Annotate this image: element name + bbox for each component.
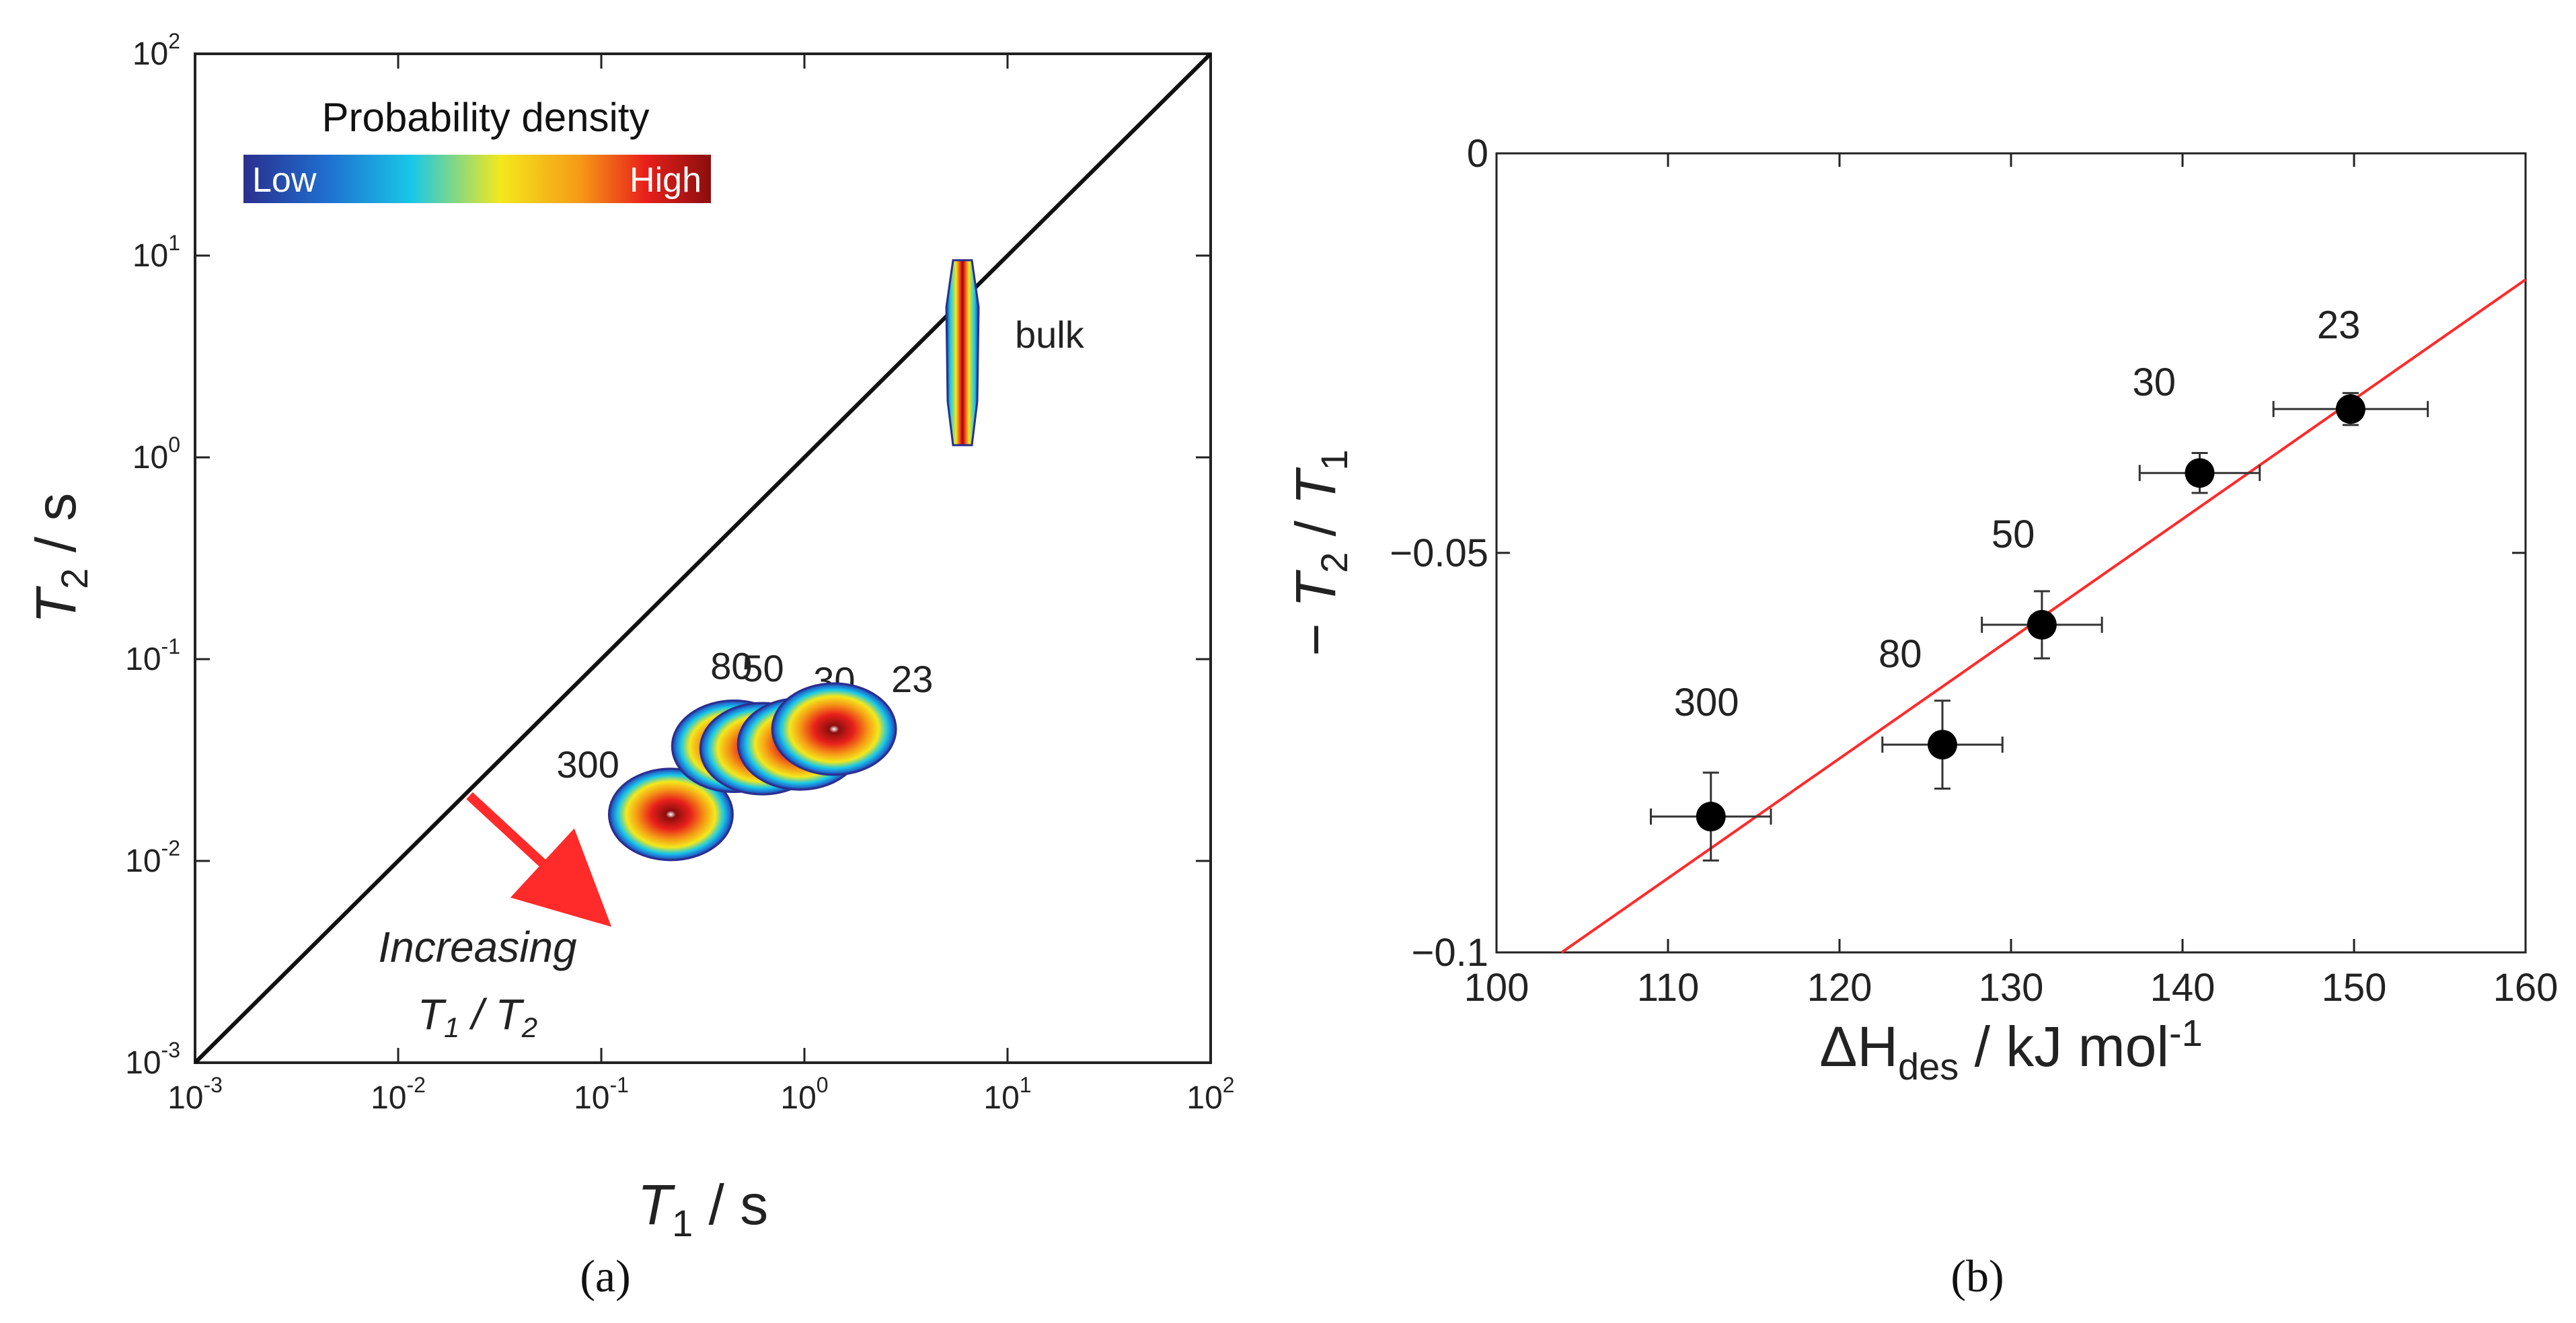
- peak-label: 23: [891, 658, 933, 700]
- peak-blob: [771, 682, 897, 776]
- point-label: 80: [1879, 632, 1922, 676]
- colorbar-gradient: [243, 155, 711, 203]
- y-tick-label: −0.05: [1390, 531, 1488, 575]
- peak-label: 50: [742, 647, 784, 689]
- data-point: [2026, 609, 2057, 640]
- panel-b-x-axis-label: ΔHdes / kJ mol-1: [1819, 1012, 2203, 1088]
- x-tick-label: 120: [1807, 966, 1872, 1010]
- x-tick-label: 100: [780, 1073, 828, 1116]
- y-tick-label: 10-3: [125, 1038, 180, 1081]
- x-tick-label: 130: [1979, 966, 2044, 1010]
- identity-line: [193, 52, 1213, 1065]
- panel-a-plot-frame: [194, 52, 1212, 1064]
- point-label: 30: [2133, 361, 2176, 404]
- point-label: 300: [1674, 681, 1739, 724]
- increasing-ratio-arrow: [466, 792, 612, 927]
- peak-blob: [607, 767, 734, 862]
- colorbar-legend: Probability density Low High: [243, 95, 711, 203]
- x-tick-label: 150: [2322, 966, 2387, 1010]
- annotation-increasing: Increasing: [378, 923, 577, 971]
- colorbar-title: Probability density: [322, 95, 650, 140]
- y-tick-label: 101: [132, 231, 180, 274]
- point-label: 50: [1992, 513, 2035, 556]
- y-tick-label: 10-1: [125, 634, 180, 677]
- x-tick-label: 101: [983, 1073, 1031, 1116]
- data-point: [1696, 802, 1726, 832]
- point-label: 23: [2317, 303, 2361, 347]
- x-tick-label: 140: [2150, 966, 2215, 1010]
- panel-b-ticks: 100 110 120 130 140 150 160 0 −0.05 −0.1: [1390, 132, 2558, 1010]
- x-tick-label: 10-2: [371, 1073, 426, 1116]
- panel-a-x-axis-label: T1 / s: [638, 1173, 768, 1244]
- y-tick-label: 100: [132, 432, 180, 476]
- peak-blob-bulk: [945, 259, 980, 447]
- y-tick-label: −0.1: [1412, 931, 1489, 975]
- panel-a-y-axis-label: T2 / s: [24, 493, 96, 623]
- x-tick-label: 100: [1464, 966, 1529, 1010]
- y-tick-label: 10-2: [125, 836, 180, 879]
- panel-b-caption: (b): [1950, 1250, 2004, 1301]
- x-tick-label: 160: [2493, 966, 2559, 1010]
- y-tick-label: 102: [132, 29, 180, 72]
- y-tick-label: 0: [1467, 132, 1488, 176]
- panel-b-points: 300 80 50 30 23: [1650, 303, 2429, 862]
- data-point: [1928, 730, 1957, 760]
- panel-a-ticks: 10-3 10-2 10-1 100 101 102 10-3 10-2 10-1 100 101 1…: [125, 29, 1234, 1116]
- peak-label: 300: [556, 743, 619, 786]
- colorbar-low-label: Low: [252, 161, 317, 200]
- x-tick-label: 10-1: [574, 1073, 629, 1116]
- x-tick-label: 110: [1637, 966, 1699, 1010]
- x-tick-label: 102: [1186, 1073, 1234, 1116]
- data-point: [2185, 458, 2215, 488]
- x-tick-label: 10-3: [167, 1073, 223, 1116]
- panel-b-y-axis-label: − T2 / T1: [1284, 449, 1355, 656]
- annotation-ratio: T1 / T2: [418, 990, 537, 1043]
- panel-a: 10-3 10-2 10-1 100 101 102 10-3 10-2 10-1 100 101 1…: [24, 29, 1235, 1301]
- peak-label: bulk: [1015, 313, 1085, 356]
- peak-label: 80: [710, 645, 752, 687]
- panel-a-caption: (a): [580, 1250, 630, 1301]
- colorbar-high-label: High: [630, 161, 702, 200]
- data-point: [2335, 394, 2365, 424]
